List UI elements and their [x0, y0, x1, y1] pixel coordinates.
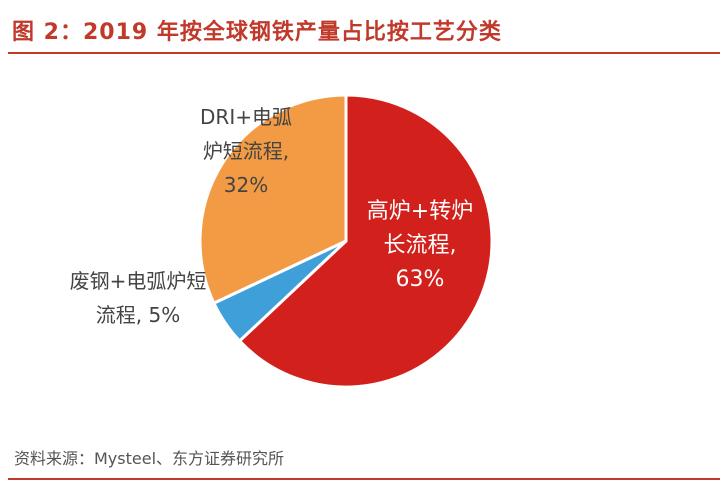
chart-title: 图 2：2019 年按全球钢铁产量占比按工艺分类 [12, 20, 502, 45]
bottom-divider [8, 478, 720, 480]
slice-label-1: 废钢+电弧炉短流程, 5% [70, 269, 207, 327]
slice-label-line: 高炉+转炉 [367, 199, 473, 224]
slice-label-line: 炉短流程, [203, 139, 289, 163]
slice-label-line: DRI+电弧 [200, 105, 292, 129]
title-divider [8, 52, 720, 54]
slice-label-line: 63% [396, 267, 445, 292]
pie-slice-0 [237, 93, 494, 389]
slice-label-0: 高炉+转炉长流程, 63% [367, 199, 473, 292]
slice-label-line: 废钢+电弧炉短 [70, 269, 207, 293]
slice-label-line: 长流程, [384, 233, 457, 258]
slice-label-line: 流程, 5% [96, 303, 180, 327]
source-note: 资料来源：Mysteel、东方证券研究所 [14, 449, 285, 468]
slice-label-2: DRI+电弧炉短流程, 32% [200, 105, 292, 197]
slice-label-line: 32% [224, 173, 268, 197]
pie-slice-2 [198, 93, 348, 306]
